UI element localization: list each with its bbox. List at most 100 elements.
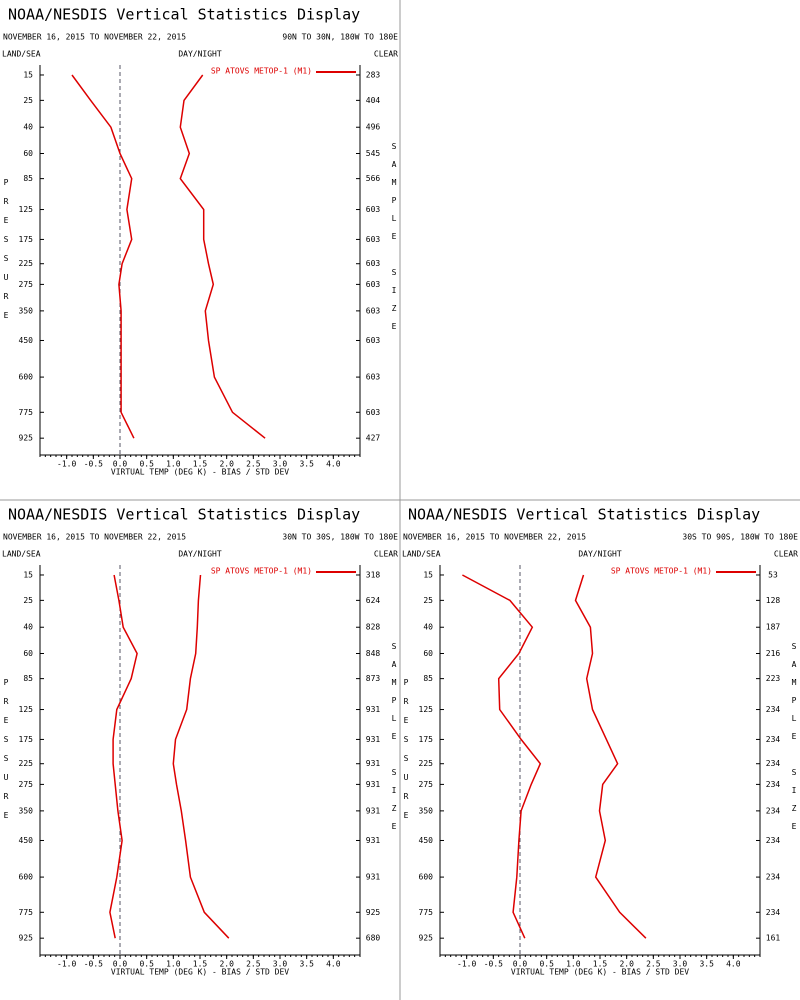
sample-size: 234: [766, 873, 781, 882]
x-tick-label: -1.0: [457, 960, 476, 969]
y-tick-label: 450: [419, 836, 434, 845]
profile-line: [71, 74, 135, 439]
x-tick-label: 1.0: [566, 960, 581, 969]
y-tick-label: 225: [19, 259, 34, 268]
x-axis-label: VIRTUAL TEMP (DEG K) - BIAS / STD DEV: [111, 968, 289, 977]
sample-size: 931: [366, 780, 381, 789]
sample-size: 603: [366, 259, 381, 268]
land-sea-label: LAND/SEA: [2, 50, 41, 59]
x-tick-label: 2.0: [619, 960, 634, 969]
y-tick-label: 450: [19, 336, 34, 345]
y-tick-label: 925: [419, 934, 434, 943]
sample-size: 223: [766, 674, 781, 683]
sample-size: 234: [766, 836, 781, 845]
sample-size: 931: [366, 873, 381, 882]
x-tick-label: 0.0: [513, 960, 528, 969]
sample-size: 680: [366, 934, 381, 943]
x-tick-label: 1.5: [593, 960, 608, 969]
y-tick-label: 925: [19, 434, 34, 443]
sample-size: 234: [766, 806, 781, 815]
sample-size: 603: [366, 235, 381, 244]
x-tick-label: 0.5: [539, 960, 554, 969]
sample-size: 545: [366, 149, 381, 158]
panel: NOAA/NESDIS Vertical Statistics Display N…: [402, 506, 799, 977]
y-tick-label: 60: [23, 649, 33, 658]
x-tick-label: 2.5: [646, 960, 661, 969]
sample-size: 603: [366, 280, 381, 289]
sample-size: 624: [366, 596, 381, 605]
legend-label: SP ATOVS METOP-1 (M1): [211, 567, 312, 576]
region: 30N TO 30S, 180W TO 180E: [282, 533, 398, 542]
day-night-label: DAY/NIGHT: [178, 50, 222, 59]
sample-size: 925: [366, 908, 381, 917]
y-tick-label: 775: [419, 908, 434, 917]
y-tick-label: 25: [423, 596, 433, 605]
sample-size: 234: [766, 735, 781, 744]
profile-line: [172, 574, 230, 939]
x-tick-label: 4.0: [326, 460, 341, 469]
date-range: NOVEMBER 16, 2015 TO NOVEMBER 22, 2015: [403, 533, 586, 542]
panel: NOAA/NESDIS Vertical Statistics Display N…: [2, 506, 399, 977]
clear-label: CLEAR: [374, 550, 398, 559]
sample-size: 828: [366, 623, 381, 632]
y-tick-label: 600: [19, 873, 34, 882]
x-tick-label: 1.0: [166, 460, 181, 469]
y-axis-label: PRESSURE: [2, 178, 11, 330]
x-tick-label: 3.5: [299, 460, 314, 469]
x-tick-label: 0.5: [139, 960, 154, 969]
sample-size: 848: [366, 649, 381, 658]
y-tick-label: 350: [419, 806, 434, 815]
legend-label: SP ATOVS METOP-1 (M1): [211, 67, 312, 76]
x-tick-label: -1.0: [57, 960, 76, 969]
sample-size: 128: [766, 596, 781, 605]
sample-size: 603: [366, 373, 381, 382]
x-tick-label: 3.0: [273, 460, 288, 469]
chart-title: NOAA/NESDIS Vertical Statistics Display: [8, 6, 360, 24]
sample-size: 931: [366, 735, 381, 744]
sample-size: 931: [366, 806, 381, 815]
region: 90N TO 30N, 180W TO 180E: [282, 33, 398, 42]
y-tick-label: 125: [19, 705, 34, 714]
panel: NOAA/NESDIS Vertical Statistics Display N…: [2, 6, 399, 477]
x-tick-label: -1.0: [57, 460, 76, 469]
x-tick-label: 2.0: [219, 960, 234, 969]
sample-size: 873: [366, 674, 381, 683]
clear-label: CLEAR: [774, 550, 798, 559]
land-sea-label: LAND/SEA: [402, 550, 441, 559]
y-tick-label: 350: [19, 806, 34, 815]
y-tick-label: 85: [23, 174, 33, 183]
x-tick-label: 4.0: [326, 960, 341, 969]
x-tick-label: 0.5: [139, 460, 154, 469]
y-axis-label: PRESSURE: [402, 678, 411, 830]
y-tick-label: 225: [419, 759, 434, 768]
x-tick-label: 2.5: [246, 460, 261, 469]
y-tick-label: 600: [19, 373, 34, 382]
chart-title: NOAA/NESDIS Vertical Statistics Display: [8, 506, 360, 524]
sample-size: 161: [766, 934, 781, 943]
y-axis-label: PRESSURE: [2, 678, 11, 830]
x-tick-label: 2.0: [219, 460, 234, 469]
sample-size: 187: [766, 623, 781, 632]
sample-size: 566: [366, 174, 381, 183]
x-tick-label: 0.0: [113, 460, 128, 469]
y2-axis-label: SAMPLE SIZE: [390, 642, 399, 840]
y-tick-label: 85: [423, 674, 433, 683]
sample-size: 53: [768, 570, 778, 579]
sample-size: 603: [366, 408, 381, 417]
x-axis-label: VIRTUAL TEMP (DEG K) - BIAS / STD DEV: [511, 968, 689, 977]
profile-line: [574, 574, 647, 939]
y-tick-label: 25: [23, 96, 33, 105]
x-tick-label: 3.0: [273, 960, 288, 969]
y-tick-label: 350: [19, 306, 34, 315]
date-range: NOVEMBER 16, 2015 TO NOVEMBER 22, 2015: [3, 33, 186, 42]
y-tick-label: 125: [19, 205, 34, 214]
sample-size: 216: [766, 649, 781, 658]
sample-size: 603: [366, 205, 381, 214]
y-tick-label: 40: [23, 123, 33, 132]
x-tick-label: 3.5: [299, 960, 314, 969]
y-tick-label: 275: [19, 780, 34, 789]
y-tick-label: 85: [23, 674, 33, 683]
sample-size: 496: [366, 123, 381, 132]
y-tick-label: 275: [19, 280, 34, 289]
